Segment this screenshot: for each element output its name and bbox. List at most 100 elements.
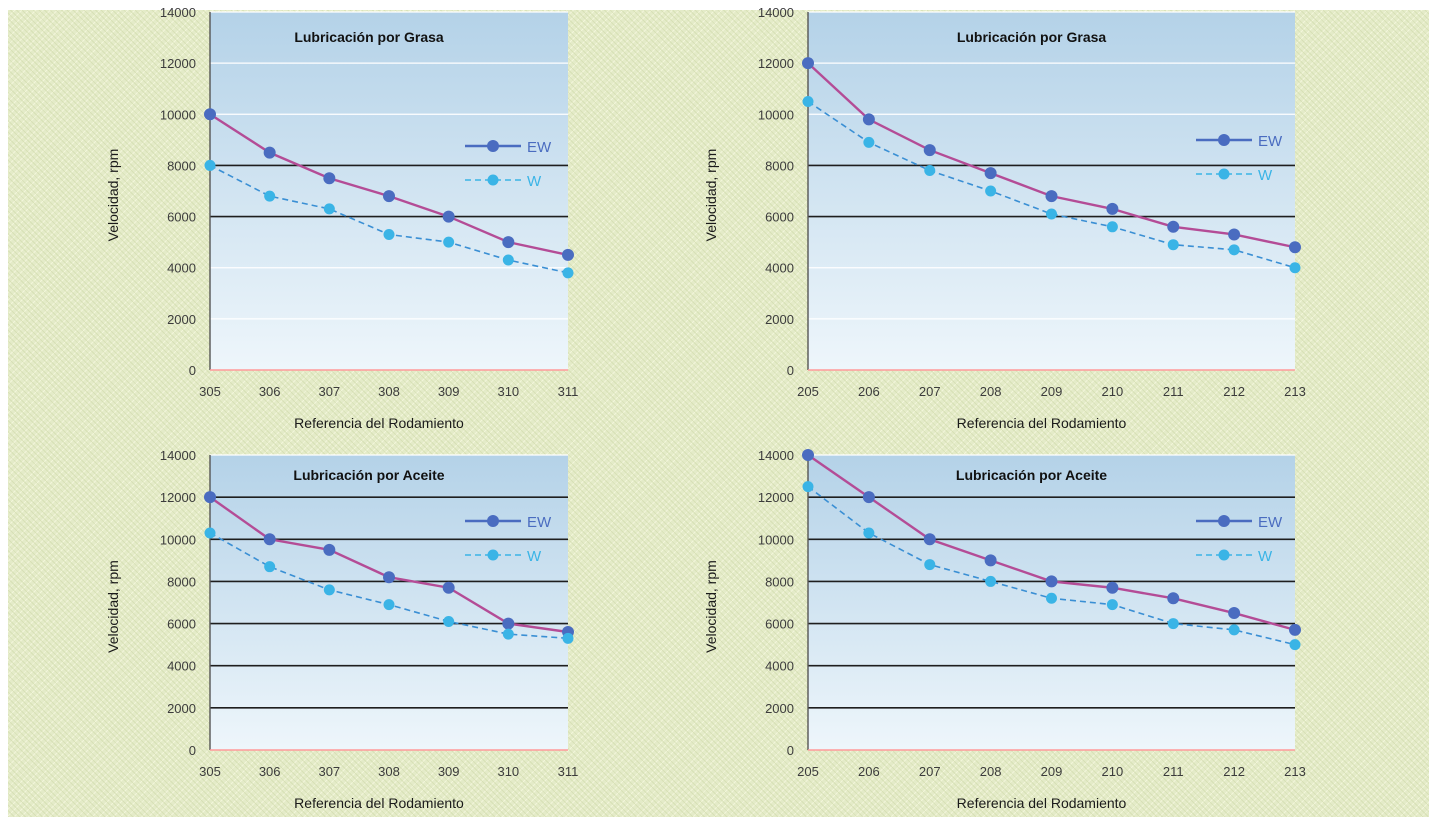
legend-label-w: W [1258, 548, 1273, 565]
legend-label-ew: EW [527, 139, 552, 156]
data-point-w [443, 615, 455, 627]
data-point-ew [263, 146, 276, 159]
data-point-ew [502, 617, 515, 630]
legend-marker-w [487, 174, 499, 186]
y-tick-label: 8000 [167, 158, 196, 173]
x-tick-label: 207 [919, 764, 941, 779]
y-tick-label: 4000 [765, 659, 794, 674]
chart-4: 0 2000 4000 6000 8000 10000 12000 14000 205 206 20… [703, 448, 1306, 811]
data-point-w [323, 203, 335, 215]
data-point-ew [1167, 592, 1180, 605]
data-point-ew [383, 571, 395, 584]
data-point-w [1228, 624, 1240, 636]
x-tick-label: 211 [1163, 384, 1184, 399]
data-point-ew [1228, 228, 1241, 241]
x-tick-label: 308 [378, 764, 400, 779]
data-point-ew [442, 210, 455, 223]
y-tick-label: 12000 [160, 56, 196, 71]
data-point-w [924, 559, 936, 571]
data-point-w [1167, 239, 1179, 251]
x-tick-label: 206 [858, 764, 880, 779]
y-tick-label: 6000 [765, 210, 794, 225]
data-point-ew [204, 491, 216, 504]
data-point-ew [1167, 220, 1180, 233]
data-point-ew [1106, 581, 1119, 594]
data-point-ew [923, 144, 936, 157]
y-tick-label: 10000 [758, 107, 794, 122]
data-point-w [985, 185, 997, 197]
x-tick-label: 311 [558, 384, 579, 399]
x-tick-label: 307 [318, 384, 340, 399]
data-point-w [1106, 221, 1118, 233]
x-tick-label: 213 [1284, 384, 1306, 399]
x-axis-title: Referencia del Rodamiento [957, 795, 1127, 811]
y-tick-label: 6000 [765, 617, 794, 632]
data-point-ew [1045, 190, 1058, 203]
data-point-ew [502, 236, 515, 249]
y-axis-title: Velocidad, rpm [105, 149, 121, 242]
x-tick-label: 207 [919, 384, 941, 399]
data-point-w [383, 228, 395, 240]
x-tick-label: 205 [797, 764, 819, 779]
legend-marker-w [1218, 549, 1230, 561]
data-point-ew [862, 113, 875, 126]
y-tick-label: 2000 [167, 312, 196, 327]
y-tick-label: 14000 [160, 5, 196, 20]
data-point-w [802, 481, 814, 493]
y-axis-title: Velocidad, rpm [703, 149, 719, 242]
chart-title: Lubricación por Aceite [956, 467, 1107, 483]
data-point-ew [323, 543, 336, 556]
y-tick-label: 8000 [167, 574, 196, 589]
data-point-w [264, 561, 276, 573]
chart-title: Lubricación por Aceite [293, 467, 444, 483]
data-point-w [1046, 592, 1057, 604]
y-tick-label: 2000 [765, 312, 794, 327]
legend-label-w: W [527, 173, 542, 190]
y-axis-title: Velocidad, rpm [703, 560, 719, 653]
x-tick-label: 212 [1223, 764, 1245, 779]
data-point-ew [442, 581, 455, 594]
data-point-w [1289, 262, 1301, 274]
x-tick-label: 210 [1102, 764, 1124, 779]
data-point-w [1167, 618, 1179, 630]
y-tick-label: 6000 [167, 210, 196, 225]
y-tick-label: 12000 [160, 490, 196, 505]
data-point-ew [204, 108, 216, 121]
y-tick-label: 8000 [765, 158, 794, 173]
x-tick-label: 212 [1223, 384, 1245, 399]
chart-title: Lubricación por Grasa [957, 29, 1107, 45]
x-axis-title: Referencia del Rodamiento [294, 415, 464, 431]
x-tick-label: 305 [199, 384, 221, 399]
x-tick-label: 209 [1041, 384, 1063, 399]
x-tick-label: 306 [259, 764, 281, 779]
legend-marker-ew [1218, 134, 1230, 146]
y-tick-label: 0 [787, 363, 794, 378]
y-tick-label: 8000 [765, 574, 794, 589]
chart-2: 0 2000 4000 6000 8000 10000 12000 14000 205 206 20… [703, 5, 1306, 431]
data-point-w [863, 136, 875, 148]
legend-marker-w [1218, 168, 1230, 180]
data-point-w [802, 96, 814, 107]
data-point-w [502, 254, 514, 266]
legend-label-ew: EW [1258, 514, 1283, 531]
data-point-w [323, 584, 335, 596]
data-point-ew [1289, 623, 1301, 636]
data-point-ew [1289, 241, 1301, 254]
y-tick-label: 2000 [765, 701, 794, 716]
data-point-w [562, 267, 574, 279]
data-point-ew [802, 57, 814, 70]
data-point-w [924, 165, 936, 177]
y-tick-label: 6000 [167, 617, 196, 632]
data-point-ew [1106, 202, 1119, 215]
legend-label-w: W [1258, 167, 1273, 184]
y-tick-label: 14000 [758, 448, 794, 463]
y-tick-label: 10000 [758, 532, 794, 547]
x-tick-label: 210 [1102, 384, 1124, 399]
chart-title: Lubricación por Grasa [294, 29, 444, 45]
x-tick-label: 208 [980, 764, 1002, 779]
x-tick-label: 205 [797, 384, 819, 399]
data-point-w [1046, 208, 1057, 220]
data-point-ew [263, 533, 276, 546]
x-tick-label: 309 [438, 764, 460, 779]
